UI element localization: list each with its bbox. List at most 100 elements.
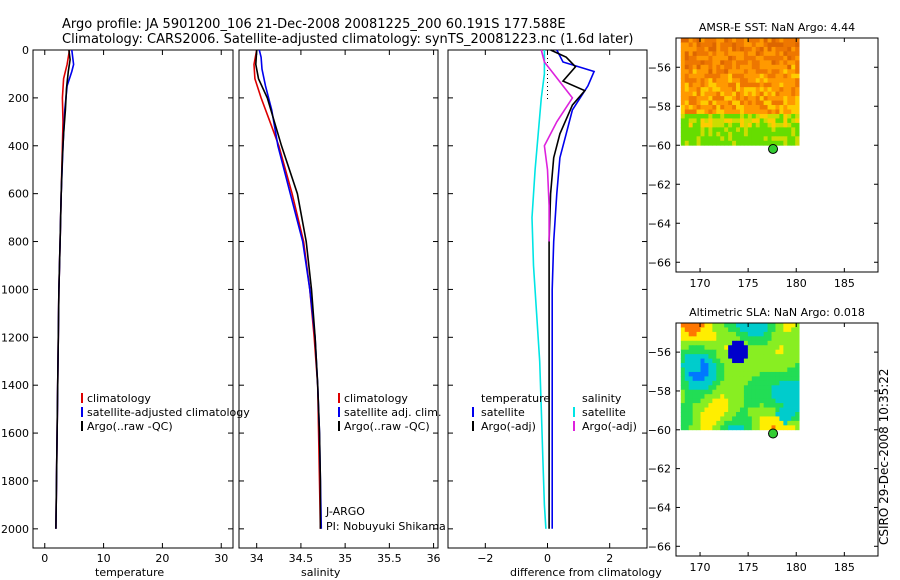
sst-heatmap-cell [684, 118, 690, 124]
sla-ytick-label: −60 [648, 424, 671, 437]
sla-heatmap-cell [743, 398, 749, 404]
sla-heatmap-cell [771, 425, 776, 431]
sla-heatmap-cell [747, 345, 753, 351]
sla-heatmap-cell [779, 420, 784, 426]
sst-heatmap-cell [684, 78, 690, 84]
sla-heatmap-cell [700, 367, 705, 373]
sst-heatmap-cell [736, 82, 741, 88]
sla-heatmap-cell [739, 367, 745, 373]
sst-heatmap-cell [787, 109, 792, 115]
sst-heatmap-cell [704, 127, 709, 133]
sla-heatmap-cell [716, 336, 721, 342]
sst-heatmap-cell [787, 38, 792, 43]
sla-heatmap-cell [771, 398, 776, 404]
sst-heatmap-cell [708, 82, 713, 88]
sla-heatmap-cell [763, 367, 768, 373]
sst-heatmap-cell [696, 105, 701, 110]
sla-heatmap-cell [696, 380, 701, 386]
sst-heatmap-cell [795, 122, 800, 128]
sst-heatmap-cell [759, 136, 765, 142]
sla-heatmap-cell [704, 367, 709, 373]
sla-heatmap-cell [775, 398, 780, 404]
sst-heatmap-cell [787, 55, 792, 61]
sla-heatmap-cell [743, 331, 749, 337]
sst-heatmap-cell [747, 46, 753, 52]
sla-heatmap-cell [779, 425, 784, 431]
sla-heatmap-cell [728, 407, 733, 413]
sla-heatmap-cell [692, 327, 697, 333]
sst-heatmap-cell [712, 91, 717, 97]
sla-heatmap-cell [696, 416, 701, 422]
sst-heatmap-cell [795, 42, 800, 48]
sla-heatmap-cell [688, 358, 694, 364]
sst-heatmap-cell [728, 42, 733, 48]
sst-heatmap-cell [716, 118, 721, 124]
sla-heatmap-cell [720, 349, 725, 355]
difference-legend-entry: satellite [582, 406, 626, 419]
sst-heatmap-cell [716, 38, 721, 43]
sst-heatmap-cell [771, 38, 776, 43]
sla-heatmap-cell [712, 380, 717, 386]
sla-heatmap-cell [704, 394, 709, 400]
sst-heatmap-cell [775, 105, 780, 110]
sst-heatmap-cell [700, 78, 705, 84]
sla-heatmap-cell [775, 403, 780, 408]
sst-heatmap-cell [759, 100, 765, 106]
sst-heatmap-cell [743, 69, 749, 75]
sst-heatmap-cell [743, 60, 749, 66]
sst-heatmap-cell [759, 64, 765, 70]
sla-heatmap-cell [724, 354, 729, 359]
sst-heatmap-cell [791, 82, 796, 88]
sla-heatmap-cell [716, 425, 721, 431]
sst-heatmap-cell [747, 78, 753, 84]
sst-ytick-label: −64 [648, 217, 671, 230]
sst-heatmap-cell [779, 55, 784, 61]
sla-heatmap-cell [716, 345, 721, 351]
sla-heatmap-cell [736, 416, 741, 422]
sla-heatmap-cell [783, 403, 788, 408]
sst-heatmap-cell [751, 51, 757, 57]
sst-heatmap-cell [708, 113, 713, 119]
sla-heatmap-cell [739, 340, 745, 346]
sla-heatmap-cell [688, 411, 694, 417]
sla-heatmap-cell [791, 354, 796, 359]
sla-heatmap-cell [720, 358, 725, 364]
sla-heatmap-cell [755, 345, 761, 351]
sst-heatmap-cell [783, 78, 788, 84]
sla-heatmap-cell [779, 407, 784, 413]
sla-heatmap-cell [739, 371, 745, 377]
sla-heatmap-cell [736, 376, 741, 382]
sla-heatmap-cell [688, 345, 694, 351]
sst-heatmap-cell [783, 82, 788, 88]
sst-heatmap-cell [747, 105, 753, 110]
sla-heatmap-cell [680, 336, 686, 342]
sst-heatmap-cell [779, 136, 784, 142]
sst-heatmap-cell [763, 46, 768, 52]
sla-heatmap-cell [736, 371, 741, 377]
sla-heatmap-cell [795, 425, 800, 431]
sla-heatmap-cell [684, 349, 690, 355]
sla-heatmap-cell [712, 403, 717, 408]
sst-heatmap-cell [775, 113, 780, 119]
sla-heatmap-cell [704, 354, 709, 359]
sst-heatmap-cell [736, 87, 741, 93]
sla-heatmap-cell [696, 349, 701, 355]
sst-heatmap-cell [684, 136, 690, 142]
difference-xlabel: difference from climatology [510, 566, 662, 579]
sst-heatmap-cell [716, 51, 721, 57]
sst-heatmap-cell [763, 42, 768, 48]
sla-heatmap-cell [724, 336, 729, 342]
sla-heatmap-cell [755, 358, 761, 364]
sst-heatmap-cell [791, 78, 796, 84]
sst-heatmap-cell [783, 42, 788, 48]
sla-heatmap-cell [732, 425, 737, 431]
sla-heatmap-cell [696, 425, 701, 431]
sla-heatmap-cell [700, 385, 705, 391]
sst-heatmap-cell [767, 64, 772, 70]
sla-heatmap-cell [692, 371, 697, 377]
sla-heatmap-cell [700, 345, 705, 351]
sla-heatmap-cell [712, 425, 717, 431]
sst-heatmap-cell [755, 64, 761, 70]
sla-heatmap-cell [747, 331, 753, 337]
sst-heatmap-cell [767, 105, 772, 110]
